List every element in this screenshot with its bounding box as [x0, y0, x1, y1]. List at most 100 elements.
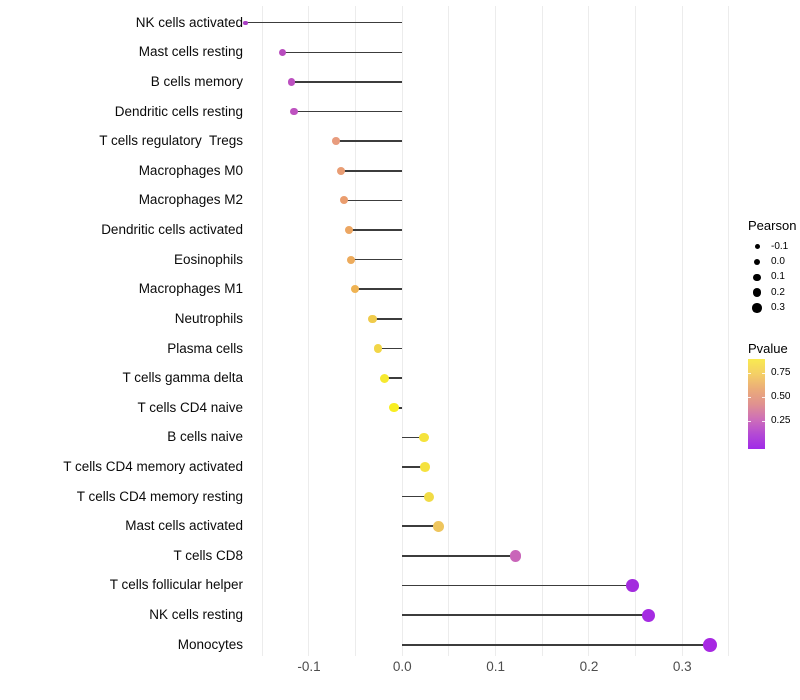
lollipop-dot	[287, 78, 295, 86]
lollipop-dot	[368, 314, 377, 324]
x-axis-tick-label: 0.1	[486, 659, 506, 674]
y-axis-label: Macrophages M2	[138, 192, 243, 208]
y-axis-label: T cells regulatory Tregs	[99, 133, 243, 149]
y-axis-label: Plasma cells	[167, 340, 243, 356]
lollipop-dot	[350, 285, 359, 294]
gridline	[541, 6, 543, 656]
y-axis-label: T cells CD4 naive	[137, 399, 243, 415]
lollipop-stem	[402, 555, 516, 557]
y-axis-label: B cells naive	[167, 429, 243, 445]
y-axis-label: Dendritic cells resting	[114, 103, 243, 119]
legend-size-label: 0.1	[771, 271, 785, 283]
lollipop-dot	[290, 107, 298, 116]
lollipop-stem	[350, 258, 403, 261]
y-axis-label: NK cells activated	[135, 14, 243, 30]
y-axis-label: Mast cells activated	[125, 518, 243, 534]
colorbar-tick-mark	[762, 373, 765, 375]
lollipop-dot	[509, 550, 521, 562]
y-axis-label: Neutrophils	[174, 310, 243, 326]
gridline	[308, 6, 310, 656]
pvalue-colorbar	[748, 359, 765, 449]
lollipop-dot	[424, 491, 435, 502]
lollipop-stem	[340, 170, 403, 172]
legend-size-dot	[753, 258, 761, 265]
legend-size-label: 0.3	[771, 301, 785, 313]
lollipop-stem	[402, 614, 649, 616]
lollipop-dot	[336, 166, 345, 175]
x-axis-tick-label: 0.3	[672, 659, 692, 674]
lollipop-dot	[703, 637, 718, 652]
gridline	[588, 6, 590, 656]
y-axis-label: Macrophages M0	[138, 162, 243, 178]
lollipop-dot	[373, 344, 383, 353]
colorbar-tick-mark	[762, 420, 765, 422]
lollipop-stem	[354, 288, 403, 291]
x-axis-tick-label: 0.2	[579, 659, 599, 674]
lollipop-dot	[642, 608, 656, 622]
y-axis-label: Monocytes	[177, 636, 243, 652]
y-axis-label: B cells memory	[150, 73, 243, 89]
colorbar-tick-label: 0.50	[771, 390, 791, 402]
gridline	[401, 6, 403, 656]
lollipop-stem	[402, 584, 633, 587]
lollipop-dot	[419, 462, 430, 472]
legend-size-label: 0.2	[771, 286, 785, 298]
lollipop-stem	[245, 21, 403, 24]
y-axis-label: T cells CD8	[173, 547, 243, 563]
lollipop-dot	[340, 196, 349, 205]
colorbar-tick-mark	[748, 373, 751, 375]
lollipop-dot	[332, 137, 340, 146]
lollipop-dot	[418, 432, 429, 443]
lollipop-stem	[336, 140, 403, 142]
legend-size-dot	[754, 244, 760, 249]
lollipop-dot	[626, 579, 640, 592]
lollipop-stem	[402, 525, 439, 528]
lollipop-stem	[349, 229, 403, 231]
lollipop-stem	[402, 436, 424, 439]
lollipop-stem	[294, 110, 403, 113]
legend-size-label: 0.0	[771, 255, 785, 267]
legend-size-dot	[753, 273, 761, 281]
legend-size-label: -0.1	[771, 240, 789, 252]
lollipop-stem	[384, 377, 403, 379]
legend-pearson-title: Pearson	[748, 218, 797, 233]
x-axis-tick-label: 0.0	[392, 659, 412, 674]
y-axis-label: T cells gamma delta	[122, 370, 243, 386]
y-axis-label: Macrophages M1	[138, 281, 243, 297]
colorbar-tick-label: 0.25	[771, 414, 791, 426]
lollipop-stem	[291, 81, 403, 83]
y-axis-label: NK cells resting	[149, 607, 243, 623]
lollipop-dot	[279, 48, 287, 56]
y-axis-label: T cells follicular helper	[109, 577, 243, 593]
legend-size-dot	[752, 303, 762, 313]
y-axis-label: Mast cells resting	[138, 44, 243, 60]
y-axis-label: T cells CD4 memory activated	[63, 459, 243, 474]
lollipop-dot	[344, 225, 354, 235]
y-axis-label: Dendritic cells activated	[101, 222, 243, 238]
colorbar-tick-mark	[762, 396, 765, 398]
lollipop-stem	[402, 466, 425, 468]
gridline	[681, 6, 683, 656]
gridline	[495, 6, 497, 656]
y-axis-label: T cells CD4 memory resting	[76, 488, 243, 504]
lollipop-dot	[380, 373, 390, 383]
lollipop-stem	[378, 347, 403, 350]
lollipop-stem	[372, 318, 403, 320]
lollipop-dot	[243, 20, 248, 25]
legend-size-dot	[752, 288, 762, 297]
lollipop-dot	[346, 255, 356, 264]
x-axis-tick-label: -0.1	[297, 659, 321, 674]
lollipop-stem	[344, 199, 403, 202]
lollipop-stem	[402, 495, 430, 498]
gridline	[728, 6, 730, 656]
legend-pvalue-title: Pvalue	[748, 341, 788, 356]
gridline	[355, 6, 357, 656]
lollipop-dot	[389, 403, 399, 413]
lollipop-stem	[282, 51, 403, 54]
gridline	[635, 6, 637, 656]
gridline	[261, 6, 263, 656]
y-axis-label: Eosinophils	[173, 251, 243, 267]
lollipop-dot	[433, 520, 445, 532]
colorbar-tick-label: 0.75	[771, 367, 791, 379]
